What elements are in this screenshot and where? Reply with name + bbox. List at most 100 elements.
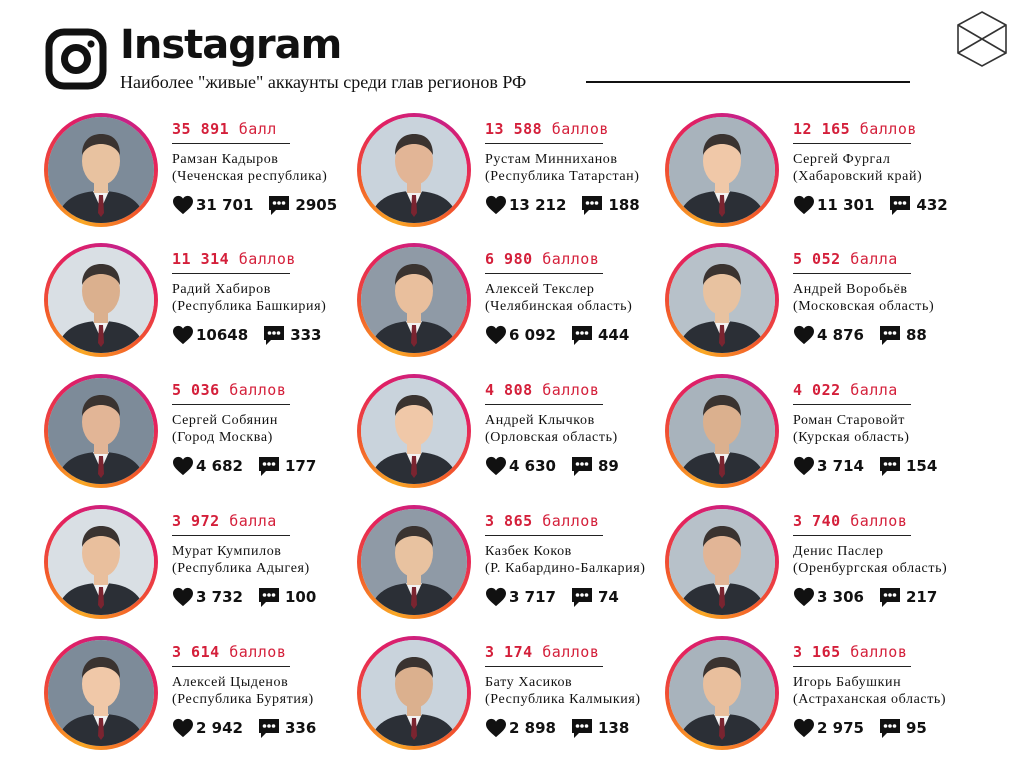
heart-icon <box>485 587 507 607</box>
avatar <box>48 117 154 223</box>
score-value: 3 865 <box>485 512 533 530</box>
comment-bubble-icon <box>257 455 281 477</box>
heart-icon <box>485 456 507 476</box>
leader-name: Игорь Бабушкин <box>793 675 902 690</box>
engagement-stats: 2 975 95 <box>793 717 927 739</box>
score-value: 5 036 <box>172 381 220 399</box>
leader-region: (Республика Адыгея) <box>172 561 310 576</box>
leader-card: 3 865 баллов Казбек Коков (Р. Кабардино-Ба… <box>357 505 677 625</box>
score-unit: баллов <box>229 381 287 399</box>
score-divider <box>793 535 911 536</box>
heart-icon <box>172 325 194 345</box>
instagram-icon <box>45 28 107 90</box>
page-subtitle: Наиболее "живые" аккаунты среди глав рег… <box>120 72 527 92</box>
score: 6 980 баллов <box>485 250 599 268</box>
score-unit: баллов <box>551 120 609 138</box>
comment-bubble-icon <box>570 586 594 608</box>
score-value: 3 174 <box>485 643 533 661</box>
score-divider <box>172 143 290 144</box>
avatar <box>361 117 467 223</box>
comments-count: 100 <box>284 588 317 606</box>
score: 13 588 баллов <box>485 120 609 138</box>
score: 12 165 баллов <box>793 120 917 138</box>
score-unit: баллов <box>850 512 908 530</box>
comment-bubble-icon <box>878 717 902 739</box>
score: 5 052 балла <box>793 250 898 268</box>
heart-icon <box>172 718 194 738</box>
score-divider <box>172 273 290 274</box>
leader-card: 5 036 баллов Сергей Собянин (Город Москва)… <box>44 374 364 494</box>
avatar <box>669 247 775 353</box>
score-value: 3 614 <box>172 643 220 661</box>
avatar <box>48 247 154 353</box>
leader-region: (Московская область) <box>793 299 935 314</box>
score-unit: баллов <box>542 643 600 661</box>
likes-count: 2 898 <box>509 719 556 737</box>
comment-bubble-icon <box>570 717 594 739</box>
heart-icon <box>172 456 194 476</box>
avatar <box>361 509 467 615</box>
score-divider <box>793 666 911 667</box>
avatar <box>361 640 467 746</box>
leader-name: Денис Паслер <box>793 544 884 559</box>
score-unit: баллов <box>859 120 917 138</box>
avatar <box>48 640 154 746</box>
comments-count: 333 <box>290 326 322 344</box>
likes-count: 2 942 <box>196 719 243 737</box>
score-unit: баллов <box>229 643 287 661</box>
score: 3 614 баллов <box>172 643 286 661</box>
score-value: 3 165 <box>793 643 841 661</box>
comment-bubble-icon <box>570 455 594 477</box>
leader-region: (Чеченская республика) <box>172 169 328 184</box>
heart-icon <box>793 325 815 345</box>
leader-card: 3 740 баллов Денис Паслер (Оренбургская об… <box>665 505 985 625</box>
leader-name: Казбек Коков <box>485 544 572 559</box>
comments-count: 2905 <box>295 196 338 214</box>
leader-card: 3 165 баллов Игорь Бабушкин (Астраханская … <box>665 636 985 756</box>
score: 5 036 баллов <box>172 381 286 399</box>
likes-count: 6 092 <box>509 326 556 344</box>
leader-region: (Челябинская область) <box>485 299 633 314</box>
leader-region: (Республика Бурятия) <box>172 692 314 707</box>
comments-count: 95 <box>905 719 927 737</box>
comment-bubble-icon <box>267 194 291 216</box>
score-divider <box>485 273 603 274</box>
engagement-stats: 3 732 100 <box>172 586 317 607</box>
score-unit: баллов <box>542 512 600 530</box>
likes-count: 13 212 <box>509 196 567 214</box>
cube-icon <box>957 11 1007 67</box>
comments-count: 432 <box>916 196 948 214</box>
score-value: 6 980 <box>485 250 533 268</box>
engagement-stats: 4 682 177 <box>172 455 316 477</box>
heart-icon <box>485 718 507 738</box>
leader-region: (Республика Калмыкия) <box>485 692 641 707</box>
page-title: Instagram <box>120 22 342 68</box>
comment-bubble-icon <box>257 717 281 739</box>
score-value: 4 022 <box>793 381 841 399</box>
score: 4 808 баллов <box>485 381 599 399</box>
likes-count: 4 630 <box>509 457 556 475</box>
score: 3 174 баллов <box>485 643 599 661</box>
heart-icon <box>172 587 194 607</box>
leader-name: Сергей Собянин <box>172 413 278 428</box>
score: 4 022 балла <box>793 381 898 399</box>
comment-bubble-icon <box>878 455 902 477</box>
comment-bubble-icon <box>878 586 902 608</box>
score-value: 35 891 <box>172 120 230 138</box>
likes-count: 3 717 <box>509 588 556 606</box>
score-unit: балла <box>850 250 898 268</box>
heart-icon <box>485 195 507 215</box>
comments-count: 88 <box>905 326 927 344</box>
leader-region: (Хабаровский край) <box>793 169 923 184</box>
comment-bubble-icon <box>580 194 604 216</box>
comments-count: 444 <box>597 326 630 344</box>
leader-name: Андрей Клычков <box>485 413 595 428</box>
score-unit: баллов <box>542 381 600 399</box>
avatar <box>669 509 775 615</box>
comment-bubble-icon <box>570 324 594 346</box>
comments-count: 188 <box>608 196 640 214</box>
leader-card: 4 022 балла Роман Старовойт (Курская облас… <box>665 374 985 494</box>
heart-icon <box>485 325 507 345</box>
leader-region: (Республика Татарстан) <box>485 169 640 184</box>
score: 3 165 баллов <box>793 643 907 661</box>
